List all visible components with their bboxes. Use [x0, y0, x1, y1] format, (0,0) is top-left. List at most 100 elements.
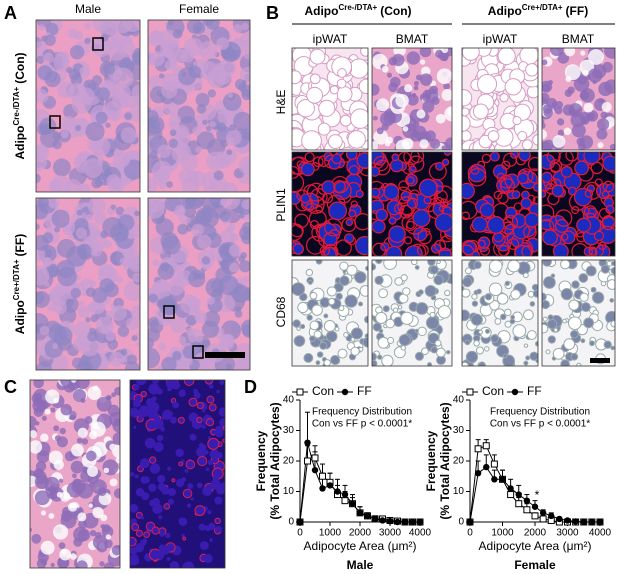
- texture-dot: [404, 84, 413, 93]
- texture-dot: [496, 292, 509, 305]
- micrograph: [35, 197, 141, 371]
- texture-dot: [121, 155, 131, 165]
- texture-dot: [413, 85, 419, 91]
- texture-dot: [219, 210, 231, 222]
- texture-dot: [417, 326, 427, 337]
- texture-dot: [407, 93, 419, 106]
- marker: [304, 457, 311, 465]
- texture-dot: [549, 48, 564, 57]
- texture-dot: [311, 304, 323, 316]
- texture-dot: [177, 416, 185, 424]
- texture-dot: [90, 421, 106, 437]
- texture-dot: [345, 218, 354, 227]
- texture-dot: [554, 106, 563, 115]
- texture-dot: [427, 260, 436, 266]
- texture-dot: [354, 271, 367, 284]
- texture-dot: [547, 314, 554, 321]
- texture-dot: [201, 204, 213, 217]
- texture-dot: [430, 346, 438, 354]
- texture-dot: [542, 171, 553, 183]
- micrograph: [461, 151, 539, 257]
- texture-dot: [238, 212, 245, 219]
- texture-dot: [358, 78, 368, 95]
- texture-dot: [560, 233, 569, 241]
- texture-dot: [381, 354, 394, 366]
- texture-dot: [334, 326, 340, 332]
- texture-dot: [128, 256, 140, 273]
- y-axis-label: (% Total Adipocytes): [268, 402, 282, 519]
- image-frame: [29, 379, 121, 569]
- texture-dot: [323, 359, 331, 366]
- texture-dot: [309, 291, 318, 300]
- y-tick-label: 10: [283, 486, 295, 497]
- texture-dot: [202, 486, 213, 497]
- texture-dot: [462, 211, 470, 221]
- texture-dot: [111, 305, 127, 321]
- texture-dot: [197, 234, 212, 250]
- texture-dot: [180, 294, 200, 314]
- texture-dot: [591, 291, 605, 304]
- texture-dot: [207, 89, 217, 98]
- texture-dot: [235, 358, 250, 370]
- texture-dot: [484, 293, 492, 301]
- row-label-part: (FF): [13, 234, 27, 257]
- texture-dot: [117, 325, 130, 338]
- texture-dot: [416, 109, 426, 119]
- texture-dot: [59, 548, 72, 561]
- texture-dot: [86, 465, 99, 477]
- texture-dot: [570, 352, 579, 361]
- image-frame: [147, 197, 251, 371]
- texture-dot: [497, 48, 516, 66]
- legend-marker: [511, 388, 519, 396]
- panel-letter: A: [4, 3, 17, 23]
- texture-dot: [77, 427, 88, 438]
- texture-dot: [181, 533, 185, 538]
- texture-dot: [178, 517, 188, 526]
- texture-dot: [136, 560, 140, 564]
- texture-dot: [202, 20, 214, 27]
- texture-dot: [209, 121, 216, 128]
- texture-dot: [216, 287, 222, 294]
- texture-dot: [523, 360, 529, 366]
- texture-dot: [327, 134, 343, 150]
- texture-dot: [579, 111, 590, 123]
- texture-dot: [576, 217, 592, 233]
- texture-dot: [372, 180, 386, 199]
- texture-dot: [555, 209, 573, 227]
- texture-dot: [209, 538, 213, 542]
- texture-dot: [597, 118, 610, 131]
- texture-dot: [164, 60, 176, 71]
- texture-dot: [557, 129, 565, 137]
- texture-dot: [54, 435, 61, 442]
- texture-dot: [500, 313, 507, 321]
- row-label-part: Adipo: [13, 300, 27, 334]
- texture-dot: [436, 68, 452, 85]
- texture-dot: [167, 498, 174, 505]
- texture-dot: [562, 318, 567, 324]
- texture-dot: [242, 287, 250, 301]
- texture-dot: [316, 351, 324, 358]
- texture-dot: [203, 553, 213, 564]
- texture-dot: [207, 437, 220, 450]
- texture-dot: [419, 48, 432, 58]
- texture-dot: [208, 384, 214, 389]
- texture-dot: [372, 263, 377, 271]
- texture-dot: [60, 512, 77, 529]
- texture-dot: [471, 293, 478, 300]
- texture-dot: [542, 229, 558, 246]
- texture-dot: [406, 176, 415, 185]
- texture-dot: [389, 158, 404, 173]
- texture-dot: [201, 409, 206, 413]
- texture-dot: [421, 347, 429, 356]
- texture-dot: [425, 316, 440, 330]
- texture-dot: [190, 341, 203, 354]
- texture-dot: [323, 313, 329, 319]
- texture-dot: [429, 311, 436, 318]
- texture-dot: [343, 233, 355, 244]
- texture-dot: [166, 557, 171, 561]
- texture-dot: [437, 305, 452, 319]
- texture-dot: [92, 535, 108, 550]
- texture-dot: [103, 562, 115, 568]
- texture-dot: [386, 72, 393, 78]
- texture-dot: [502, 353, 508, 359]
